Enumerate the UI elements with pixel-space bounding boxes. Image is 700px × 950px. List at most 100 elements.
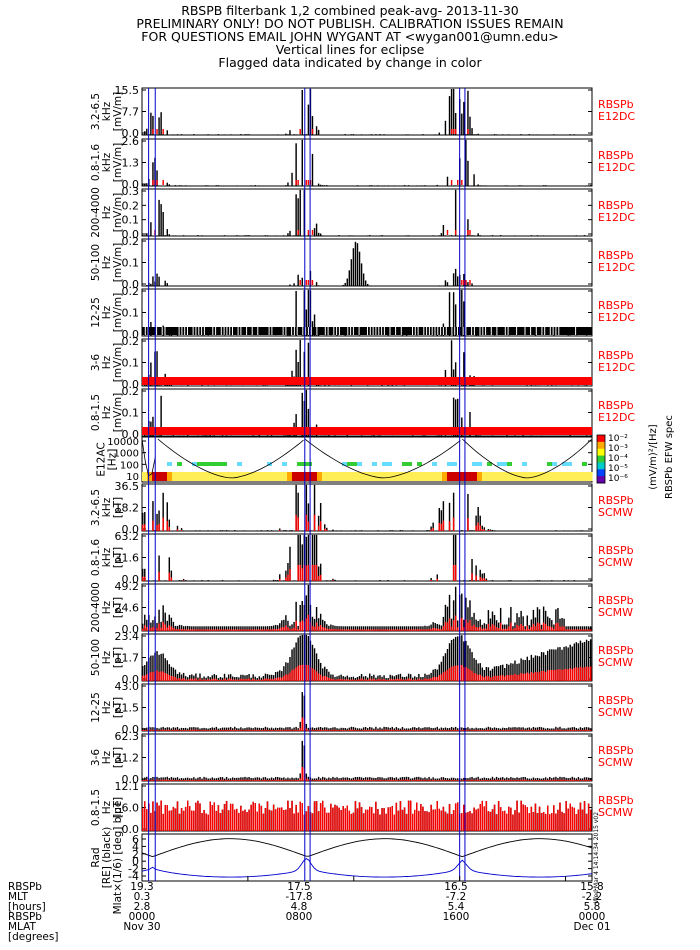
flagged-bar xyxy=(189,806,191,831)
signal-bar xyxy=(434,778,436,781)
flagged-bar xyxy=(336,779,338,781)
panel-frame xyxy=(141,833,593,882)
panel-frame xyxy=(141,238,593,287)
signal-bar xyxy=(156,134,158,135)
signal-bar xyxy=(375,626,377,631)
signal-bar xyxy=(168,664,171,681)
signal-bar xyxy=(164,658,166,681)
flagged-band-gap xyxy=(395,327,397,335)
flagged-band-gap xyxy=(240,327,242,335)
flagged-band-gap xyxy=(347,327,349,335)
signal-bar xyxy=(399,728,402,731)
flagged-bar xyxy=(336,805,338,831)
signal-bar xyxy=(254,185,256,186)
flagged-bar xyxy=(287,574,289,581)
signal-bar xyxy=(379,435,381,436)
signal-bar xyxy=(369,285,371,286)
signal-bar xyxy=(293,647,295,681)
signal-bar xyxy=(193,777,195,781)
flagged-bar xyxy=(452,129,455,134)
spectrogram-cell xyxy=(212,462,217,466)
flagged-bar xyxy=(264,678,267,681)
flagged-bar xyxy=(279,628,281,631)
flagged-bar xyxy=(268,730,271,731)
signal-bar xyxy=(409,778,412,781)
signal-bar xyxy=(326,527,328,531)
flagged-bar xyxy=(373,779,375,781)
signal-bar xyxy=(551,778,553,781)
flagged-bar xyxy=(176,529,179,531)
flagged-bar xyxy=(142,729,144,731)
signal-bar xyxy=(514,660,516,681)
signal-bar xyxy=(244,235,246,236)
flagged-bar xyxy=(270,629,273,631)
signal-bar xyxy=(461,385,463,386)
flagged-bar xyxy=(262,679,265,681)
flagged-bar xyxy=(346,679,348,681)
signal-bar xyxy=(547,728,549,731)
flagged-bar xyxy=(432,730,434,731)
signal-bar xyxy=(350,778,353,781)
signal-bar xyxy=(575,642,578,681)
flagged-bar xyxy=(295,514,297,531)
signal-bar xyxy=(391,530,393,531)
signal-bar xyxy=(295,143,297,186)
flagged-bar xyxy=(221,629,224,631)
flagged-bar xyxy=(213,678,216,681)
signal-bar xyxy=(463,352,465,386)
flagged-bar xyxy=(506,628,508,631)
flagged-bar xyxy=(203,729,205,731)
flagged-bar xyxy=(272,678,275,681)
colorbar-swatch xyxy=(597,469,605,477)
signal-bar xyxy=(393,676,396,681)
signal-bar xyxy=(369,727,371,731)
flagged-bar xyxy=(142,576,144,581)
signal-bar xyxy=(575,626,578,631)
flagged-bar xyxy=(307,564,310,581)
flagged-bar xyxy=(579,780,582,781)
signal-bar xyxy=(168,778,171,781)
flagged-bar xyxy=(156,729,158,731)
flagged-bar xyxy=(532,779,535,781)
flagged-bar xyxy=(299,280,301,285)
flagged-bar xyxy=(242,779,244,781)
panel-frame xyxy=(141,733,593,782)
colorbar-label: 10⁻⁶ xyxy=(608,474,628,484)
flagged-bar xyxy=(385,813,387,831)
spectrogram-cell xyxy=(412,472,418,481)
signal-bar xyxy=(467,645,469,681)
signal-bar xyxy=(536,655,539,681)
y-axis-label: E12AC xyxy=(96,442,108,476)
flagged-bar xyxy=(540,670,543,681)
flagged-bar xyxy=(305,565,308,581)
signal-bar xyxy=(297,637,299,681)
flagged-bar xyxy=(180,530,183,531)
flagged-bar xyxy=(520,729,522,731)
signal-bar xyxy=(229,335,232,336)
signal-bar xyxy=(434,235,436,236)
flagged-bar xyxy=(191,729,193,731)
y-axis-label: [pT] xyxy=(112,697,124,718)
signal-bar xyxy=(164,777,166,781)
signal-bar xyxy=(583,641,586,681)
flagged-bar xyxy=(252,780,254,781)
signal-bar xyxy=(393,778,396,781)
signal-bar xyxy=(322,435,324,436)
flagged-band-gap xyxy=(293,327,295,335)
signal-bar xyxy=(553,649,555,681)
flagged-bar xyxy=(215,729,218,731)
signal-bar xyxy=(438,624,441,631)
signal-bar xyxy=(291,335,293,336)
signal-bar xyxy=(319,385,322,386)
flagged-bar xyxy=(358,679,361,681)
signal-bar xyxy=(289,625,291,631)
signal-bar xyxy=(358,728,361,731)
signal-bar xyxy=(424,727,426,731)
flagged-bar xyxy=(510,779,512,781)
signal-bar xyxy=(305,536,308,581)
signal-bar xyxy=(295,291,297,336)
signal-bar xyxy=(483,385,486,386)
signal-bar xyxy=(176,777,179,781)
flagged-bar xyxy=(487,676,490,681)
